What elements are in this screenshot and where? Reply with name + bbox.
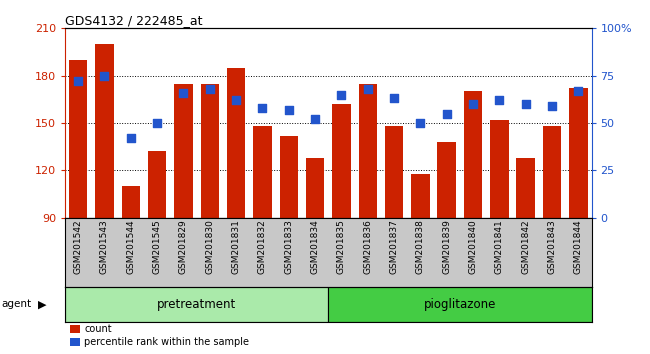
Point xyxy=(283,107,294,113)
Point xyxy=(389,96,399,101)
Point xyxy=(178,90,188,96)
Text: GSM201832: GSM201832 xyxy=(258,219,267,274)
Text: GSM201840: GSM201840 xyxy=(469,219,478,274)
Text: GSM201831: GSM201831 xyxy=(231,219,240,274)
Text: GSM201830: GSM201830 xyxy=(205,219,214,274)
Bar xyxy=(96,44,114,218)
Text: GDS4132 / 222485_at: GDS4132 / 222485_at xyxy=(65,14,203,27)
Text: GSM201833: GSM201833 xyxy=(284,219,293,274)
Bar xyxy=(517,158,535,218)
Text: GSM201843: GSM201843 xyxy=(547,219,556,274)
Text: GSM201542: GSM201542 xyxy=(73,219,83,274)
Text: GSM201839: GSM201839 xyxy=(442,219,451,274)
Bar xyxy=(174,84,192,218)
Text: GSM201842: GSM201842 xyxy=(521,219,530,274)
Bar xyxy=(464,91,482,218)
Point xyxy=(205,86,215,92)
Point xyxy=(415,120,426,126)
Bar xyxy=(385,126,403,218)
Point xyxy=(468,101,478,107)
Bar xyxy=(490,120,508,218)
Text: agent: agent xyxy=(1,299,31,309)
Text: GSM201829: GSM201829 xyxy=(179,219,188,274)
Point xyxy=(547,103,557,109)
Text: GSM201543: GSM201543 xyxy=(100,219,109,274)
Bar xyxy=(254,126,272,218)
Bar xyxy=(148,152,166,218)
Bar xyxy=(328,287,592,322)
Bar xyxy=(306,158,324,218)
Text: GSM201544: GSM201544 xyxy=(126,219,135,274)
Point xyxy=(257,105,268,111)
Point xyxy=(310,116,320,122)
Bar xyxy=(543,126,561,218)
Point xyxy=(231,97,241,103)
Text: GSM201838: GSM201838 xyxy=(416,219,425,274)
Bar xyxy=(359,84,377,218)
Point xyxy=(521,101,531,107)
Text: GSM201844: GSM201844 xyxy=(574,219,583,274)
Text: pretreatment: pretreatment xyxy=(157,298,236,311)
Bar xyxy=(69,60,87,218)
Text: ▶: ▶ xyxy=(38,299,46,309)
Bar xyxy=(332,104,350,218)
Text: GSM201836: GSM201836 xyxy=(363,219,372,274)
Text: GSM201841: GSM201841 xyxy=(495,219,504,274)
Legend: count, percentile rank within the sample: count, percentile rank within the sample xyxy=(70,325,250,347)
Point xyxy=(441,111,452,116)
Bar xyxy=(201,84,219,218)
Bar xyxy=(65,287,328,322)
Point xyxy=(363,86,373,92)
Point xyxy=(573,88,584,94)
Bar xyxy=(437,142,456,218)
Text: GSM201835: GSM201835 xyxy=(337,219,346,274)
Point xyxy=(152,120,162,126)
Point xyxy=(99,73,110,79)
Point xyxy=(336,92,346,97)
Text: pioglitazone: pioglitazone xyxy=(424,298,496,311)
Point xyxy=(73,79,83,84)
Bar xyxy=(227,68,245,218)
Text: GSM201545: GSM201545 xyxy=(153,219,162,274)
Text: GSM201837: GSM201837 xyxy=(389,219,398,274)
Bar xyxy=(411,173,430,218)
Text: GSM201834: GSM201834 xyxy=(311,219,320,274)
Point xyxy=(125,135,136,141)
Point xyxy=(494,97,504,103)
Bar xyxy=(122,186,140,218)
Bar xyxy=(569,88,588,218)
Bar xyxy=(280,136,298,218)
